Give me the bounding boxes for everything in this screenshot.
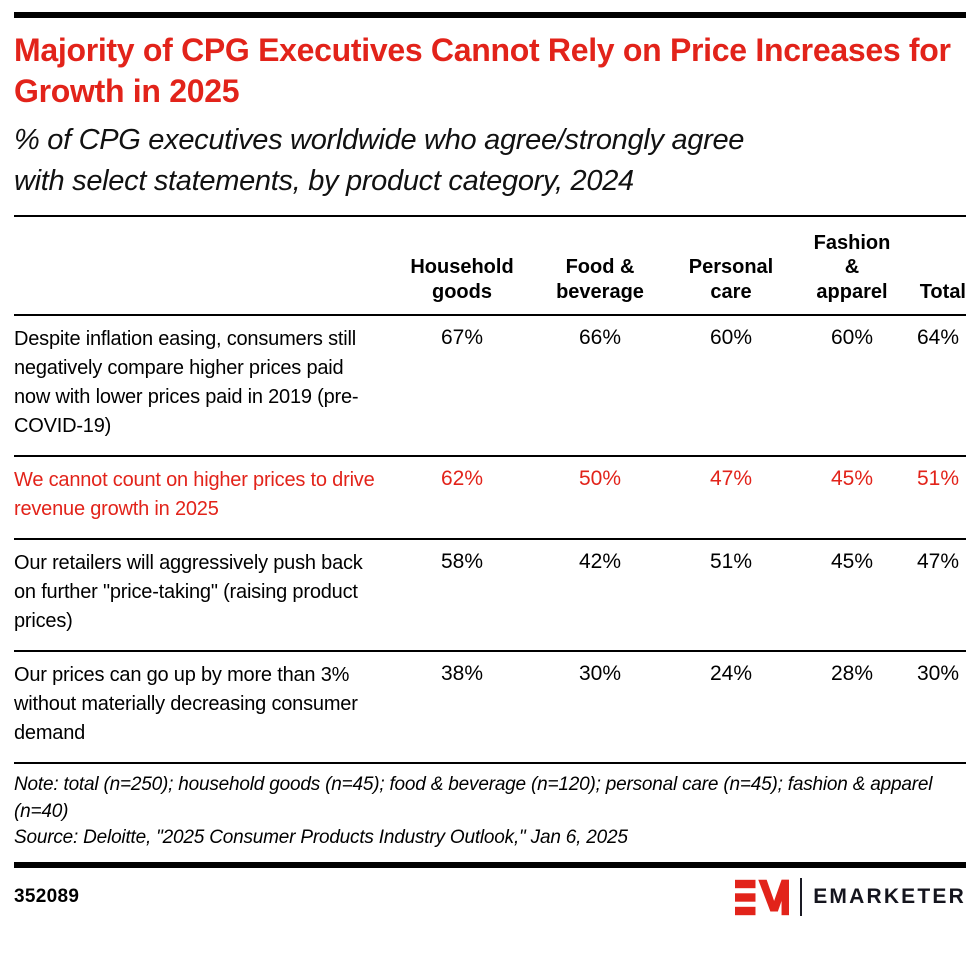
column-header-total: Total bbox=[910, 217, 966, 317]
bottom-rule bbox=[14, 862, 966, 869]
value-cell: 47% bbox=[668, 456, 794, 541]
emarketer-logo-mark bbox=[735, 879, 790, 915]
footnote-block: Note: total (n=250); household goods (n=… bbox=[14, 772, 966, 852]
value-cell: 64% bbox=[910, 315, 966, 458]
value-cell: 60% bbox=[794, 315, 910, 458]
value-cell: 58% bbox=[392, 539, 532, 653]
table-header-row: Household goods Food & beverage Personal… bbox=[14, 217, 966, 317]
table-row: Our prices can go up by more than 3% wit… bbox=[14, 651, 966, 765]
chart-note: Note: total (n=250); household goods (n=… bbox=[14, 774, 933, 822]
value-cell: 62% bbox=[392, 456, 532, 541]
value-cell: 50% bbox=[532, 456, 668, 541]
value-cell: 24% bbox=[668, 651, 794, 765]
subtitle-divider bbox=[14, 215, 966, 218]
value-cell: 60% bbox=[668, 315, 794, 458]
logo-divider bbox=[800, 878, 803, 917]
value-cell: 38% bbox=[392, 651, 532, 765]
footer: 352089 EMARKETER bbox=[14, 868, 966, 924]
chart-id: 352089 bbox=[14, 886, 80, 908]
statement-cell: Our retailers will aggressively push bac… bbox=[14, 539, 392, 653]
column-header-fashion-apparel: Fashion & apparel bbox=[794, 217, 910, 317]
value-cell: 51% bbox=[668, 539, 794, 653]
column-header-personal-care: Personal care bbox=[668, 217, 794, 317]
value-cell: 47% bbox=[910, 539, 966, 653]
chart-subtitle: % of CPG executives worldwide who agree/… bbox=[14, 123, 745, 197]
top-rule bbox=[14, 12, 966, 18]
chart-title: Majority of CPG Executives Cannot Rely o… bbox=[14, 32, 951, 109]
statement-column-header bbox=[14, 217, 392, 317]
statement-cell: Despite inflation easing, consumers stil… bbox=[14, 315, 392, 458]
data-table: Household goods Food & beverage Personal… bbox=[14, 217, 966, 765]
chart-page: Majority of CPG Executives Cannot Rely o… bbox=[14, 12, 966, 924]
value-cell: 42% bbox=[532, 539, 668, 653]
table-row-highlighted: We cannot count on higher prices to driv… bbox=[14, 456, 966, 541]
chart-source: Source: Deloitte, "2025 Consumer Product… bbox=[14, 827, 628, 849]
column-header-household-goods: Household goods bbox=[392, 217, 532, 317]
value-cell: 30% bbox=[910, 651, 966, 765]
value-cell: 67% bbox=[392, 315, 532, 458]
value-cell: 45% bbox=[794, 539, 910, 653]
table-row: Despite inflation easing, consumers stil… bbox=[14, 315, 966, 458]
emarketer-logo: EMARKETER bbox=[735, 878, 966, 917]
table-row: Our retailers will aggressively push bac… bbox=[14, 539, 966, 653]
emarketer-wordmark: EMARKETER bbox=[813, 885, 966, 909]
column-header-food-beverage: Food & beverage bbox=[532, 217, 668, 317]
value-cell: 66% bbox=[532, 315, 668, 458]
value-cell: 51% bbox=[910, 456, 966, 541]
value-cell: 45% bbox=[794, 456, 910, 541]
value-cell: 28% bbox=[794, 651, 910, 765]
value-cell: 30% bbox=[532, 651, 668, 765]
statement-cell: We cannot count on higher prices to driv… bbox=[14, 456, 392, 541]
statement-cell: Our prices can go up by more than 3% wit… bbox=[14, 651, 392, 765]
